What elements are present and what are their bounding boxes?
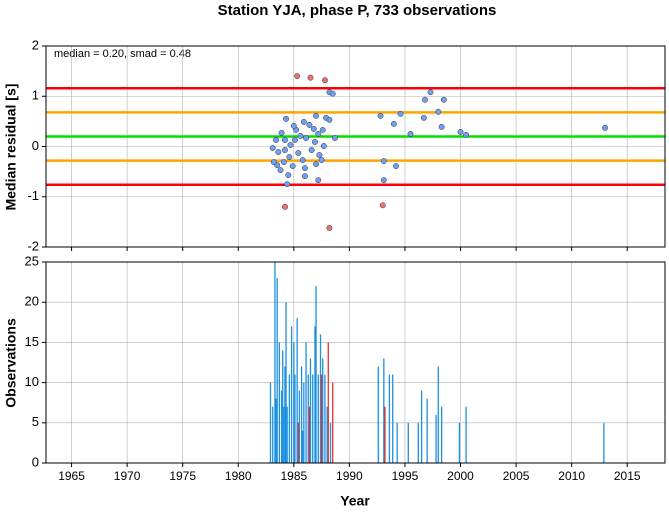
point [308,147,315,153]
y-tick-label: 0 [32,454,39,469]
point [320,143,327,149]
y-tick-label: 25 [25,253,39,268]
point [283,115,289,122]
point [299,157,306,164]
plot-frame [45,261,666,464]
x-tick-label: 1985 [280,469,307,483]
point [463,131,470,138]
y-tick-label: -2 [27,238,39,253]
point [380,177,387,184]
point [326,224,333,231]
point [377,112,384,119]
x-axis-label: Year [340,493,370,509]
point [379,202,386,209]
y-axis-label: Observations [3,318,19,408]
y-tick-label: 10 [25,374,39,389]
point [316,152,323,158]
point [300,118,307,125]
point [390,120,397,127]
x-tick-label: 2000 [447,469,474,483]
x-tick-label: 1970 [114,469,141,483]
point [290,122,297,129]
point [286,154,293,161]
point [420,114,427,121]
point [440,96,447,103]
x-tick-label: 1965 [58,469,85,483]
point [313,112,319,119]
point [301,173,308,180]
point [438,123,445,130]
y-tick-label: 0 [32,138,39,153]
point [422,96,428,103]
x-tick-label: 1975 [169,469,196,483]
point [270,159,277,166]
y-tick-label: 5 [32,414,39,429]
point [281,137,288,143]
point [280,159,287,166]
point [269,145,276,151]
y-tick-label: -1 [27,188,39,203]
point [273,137,279,143]
y-tick-label: 15 [25,334,39,349]
point [310,125,317,132]
x-tick-label: 1980 [225,469,252,483]
chart-title: Station YJA, phase P, 733 observations [218,2,497,19]
point [281,147,288,153]
point [315,177,322,184]
point [289,163,296,170]
y-tick-label: 1 [32,88,39,103]
x-tick-label: 2015 [614,469,641,483]
point [427,89,434,96]
point [301,165,308,172]
point [297,132,304,139]
point [295,150,302,156]
point [294,73,301,80]
point [602,124,608,131]
x-tick-label: 2010 [558,469,585,483]
x-tick-label: 1995 [392,469,419,483]
point [277,167,284,174]
annotation: median = 0.20, smad = 0.48 [54,48,191,60]
y-axis-label: Median residual [s] [3,84,19,211]
point [331,135,338,141]
point [278,129,285,136]
point [393,163,400,170]
x-tick-label: 1990 [336,469,363,483]
point [457,128,464,135]
point [307,74,314,81]
point [306,121,313,128]
point [321,77,328,84]
plot-frame [45,45,666,248]
point [313,161,319,168]
point [281,203,288,210]
point [291,137,298,143]
point [435,108,442,115]
point [329,90,336,97]
point [287,142,294,148]
point [326,116,333,123]
point [397,110,404,117]
point [284,181,291,188]
point [285,172,292,179]
point [407,130,414,137]
y-tick-label: 2 [32,37,39,52]
point [303,135,309,141]
y-tick-label: 20 [25,294,39,309]
point [275,149,282,155]
point [318,157,325,164]
point [311,139,318,145]
point [319,126,326,133]
point [315,130,322,137]
point [380,158,387,165]
x-tick-label: 2005 [503,469,530,483]
